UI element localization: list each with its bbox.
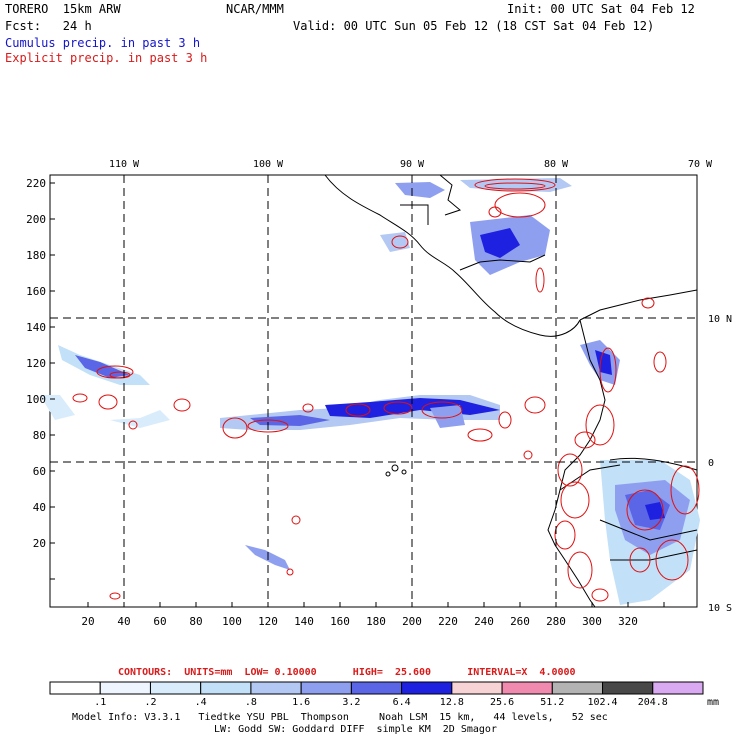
- colorbar: [49, 681, 704, 695]
- colorbar-swatch: [501, 681, 553, 695]
- y-tick-label: 80: [33, 429, 46, 442]
- colorbar-swatch: [602, 681, 654, 695]
- x-tick-label: 60: [153, 615, 166, 628]
- colorbar-label: 102.4: [587, 697, 617, 708]
- x-tick-label: 20: [81, 615, 94, 628]
- y-tick-label: 40: [33, 501, 46, 514]
- x-tick-label: 120: [258, 615, 278, 628]
- x-tick-label: 200: [402, 615, 422, 628]
- cumulus-precip-label: Cumulus precip. in past 3 h: [5, 36, 201, 50]
- lon-label: 70 W: [688, 159, 713, 170]
- colorbar-label: .2: [144, 697, 156, 708]
- lat-label: 10 N: [708, 314, 732, 325]
- x-tick-label: 160: [330, 615, 350, 628]
- lon-label: 80 W: [544, 159, 569, 170]
- colorbar-swatch: [652, 681, 704, 695]
- lon-label: 100 W: [253, 159, 284, 170]
- colorbar-swatch: [49, 681, 101, 695]
- y-tick-label: 140: [26, 321, 46, 334]
- org-label: NCAR/MMM: [226, 2, 284, 16]
- colorbar-units: mm: [707, 697, 719, 708]
- colorbar-swatch: [451, 681, 503, 695]
- colorbar-label: 12.8: [440, 697, 464, 708]
- forecast-hour: Fcst: 24 h: [5, 19, 92, 33]
- x-tick-label: 100: [222, 615, 242, 628]
- colorbar-label: 51.2: [540, 697, 564, 708]
- y-tick-label: 20: [33, 537, 46, 550]
- colorbar-label: 6.4: [393, 697, 411, 708]
- axis-ticks: [50, 182, 665, 607]
- x-tick-label: 240: [474, 615, 494, 628]
- x-tick-label: 280: [546, 615, 566, 628]
- colorbar-swatch: [149, 681, 202, 695]
- colorbar-swatch: [350, 681, 403, 695]
- y-tick-label: 60: [33, 465, 46, 478]
- colorbar-swatch: [250, 681, 302, 695]
- y-tick-label: 160: [26, 285, 46, 298]
- colorbar-label: 3.2: [342, 697, 360, 708]
- y-tick-label: 120: [26, 357, 46, 370]
- x-tick-label: 40: [117, 615, 130, 628]
- x-tick-label: 180: [366, 615, 386, 628]
- colorbar-label: 204.8: [638, 697, 668, 708]
- y-tick-label: 220: [26, 177, 46, 190]
- colorbar-swatch: [551, 681, 604, 695]
- explicit-precip-contours: [72, 178, 700, 602]
- colorbar-label: 1.6: [292, 697, 310, 708]
- colorbar-label: .4: [195, 697, 207, 708]
- x-tick-label: 220: [438, 615, 458, 628]
- model-label: TORERO 15km ARW: [5, 2, 121, 16]
- colorbar-label: .8: [245, 697, 257, 708]
- init-time: Init: 00 UTC Sat 04 Feb 12: [507, 2, 695, 16]
- explicit-precip-label: Explicit precip. in past 3 h: [5, 51, 208, 65]
- lat-label: 10 S: [708, 603, 732, 614]
- lon-label: 90 W: [400, 159, 425, 170]
- x-tick-label: 80: [189, 615, 202, 628]
- colorbar-swatch: [99, 681, 151, 695]
- map-frame: [49, 174, 698, 608]
- valid-time: Valid: 00 UTC Sun 05 Feb 12 (18 CST Sat …: [293, 19, 655, 33]
- x-tick-label: 260: [510, 615, 530, 628]
- colorbar-label: .1: [94, 697, 106, 708]
- y-tick-label: 180: [26, 249, 46, 262]
- y-tick-label: 100: [26, 393, 46, 406]
- colorbar-swatch: [401, 681, 453, 695]
- colorbar-swatch: [300, 681, 352, 695]
- colorbar-swatch: [200, 681, 252, 695]
- colorbar-label: 25.6: [490, 697, 514, 708]
- x-tick-label: 320: [618, 615, 638, 628]
- x-tick-label: 300: [582, 615, 602, 628]
- footer-model-info: Model Info: V3.3.1 Tiedtke YSU PBL Thomp…: [72, 712, 608, 723]
- x-tick-label: 140: [294, 615, 314, 628]
- y-tick-label: 200: [26, 213, 46, 226]
- contour-info: CONTOURS: UNITS=mm LOW= 0.10000 HIGH= 25…: [118, 667, 576, 678]
- lon-label: 110 W: [109, 159, 140, 170]
- lat-label: 0: [708, 458, 714, 469]
- lat-lon-grid: [50, 175, 697, 607]
- footer-physics-info: LW: Godd SW: Goddard DIFF simple KM 2D S…: [214, 724, 497, 735]
